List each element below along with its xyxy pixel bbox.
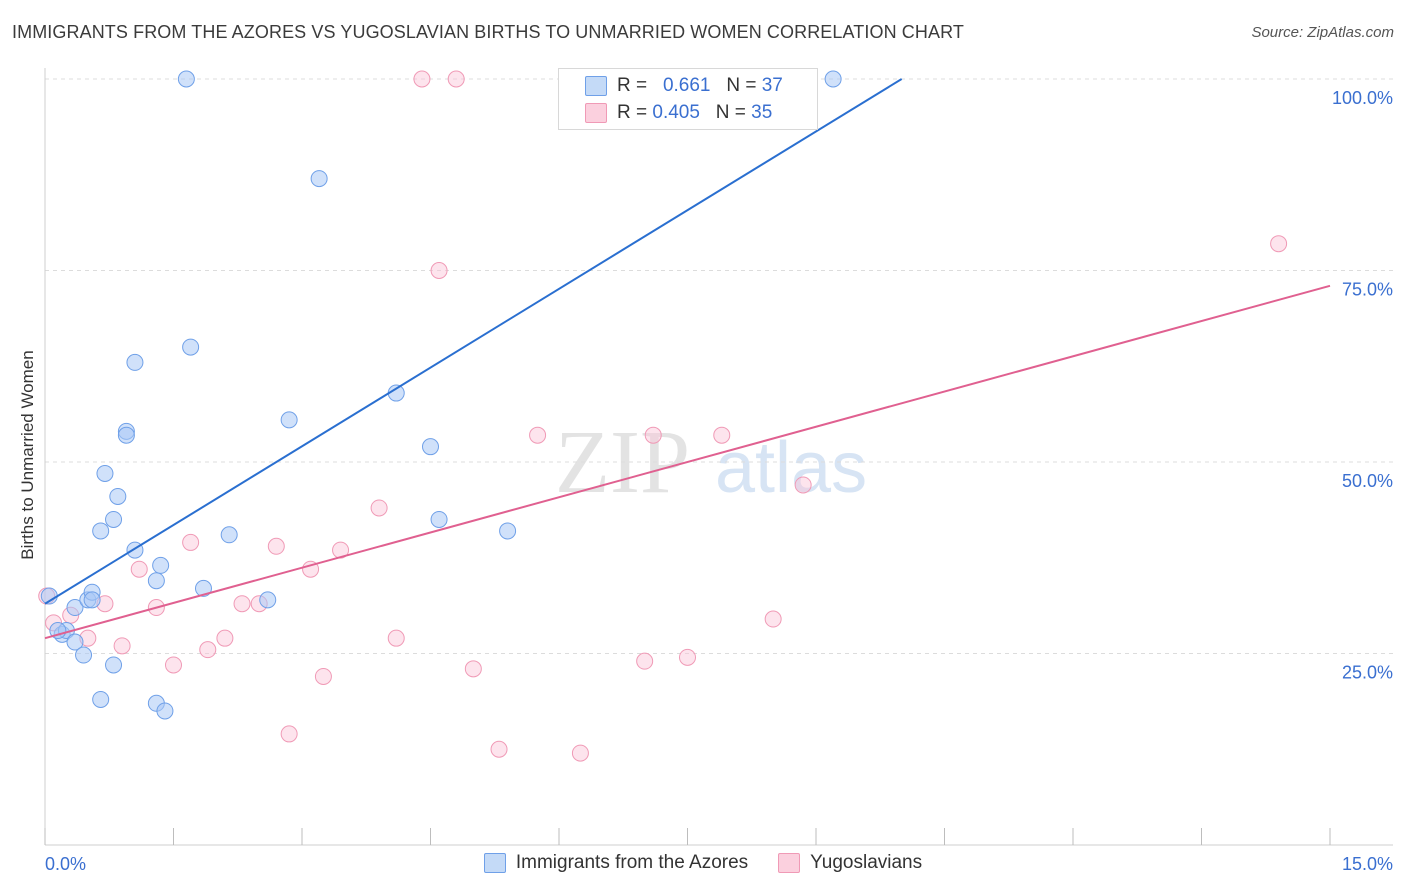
yugoslavian-point [447, 70, 465, 88]
legend-item-yugoslavians: Yugoslavians [778, 852, 922, 874]
yugoslavian-point [764, 610, 782, 628]
yugoslavian-point [199, 641, 217, 659]
yugoslavian-point [280, 725, 298, 743]
azores-point [310, 170, 328, 188]
azores-point [259, 591, 277, 609]
yugoslavian-point [182, 533, 200, 551]
yugoslavian-point [1270, 235, 1288, 253]
azores-point [422, 438, 439, 456]
chart-title: IMMIGRANTS FROM THE AZORES VS YUGOSLAVIA… [12, 22, 964, 42]
azores-point [75, 646, 93, 664]
legend-row-azores: R = 0.661 N = 37 [585, 73, 783, 99]
azores-point [430, 510, 448, 528]
azores-point [152, 556, 170, 574]
yugoslavian-point [130, 560, 148, 578]
yugoslavian-point [413, 70, 431, 88]
azores-point [117, 426, 135, 444]
azores-point [220, 526, 238, 544]
yugoslavian-point [216, 629, 234, 647]
azores-point [92, 522, 110, 540]
azores-point [194, 579, 212, 597]
yugoslavian-point [430, 262, 448, 279]
yugoslavian-trend-line [44, 284, 1331, 640]
yugoslavian-point [529, 426, 547, 444]
yugoslavian-point [679, 648, 696, 666]
azores-point [66, 599, 84, 617]
azores-legend-swatch [483, 853, 506, 873]
legend-r-value: 0.661 [662, 75, 711, 96]
azores-point [92, 690, 110, 708]
azores-point [156, 702, 174, 720]
legend-n-label: N = [715, 102, 746, 123]
azores-point [280, 411, 298, 429]
azores-point [126, 353, 144, 371]
yugoslavian-point [464, 660, 482, 678]
yugoslavian-point [370, 499, 388, 517]
y-tick-label: 25.0% [1342, 663, 1393, 683]
yugoslavian-point [713, 426, 731, 444]
azores-point [66, 633, 84, 651]
yugoslavian-point [113, 637, 131, 655]
legend-n-label: N = [726, 75, 757, 96]
azores-point [83, 591, 101, 609]
yugoslavian-point [490, 740, 508, 758]
azores-trend-line [44, 78, 903, 605]
legend-r-label: R = [617, 75, 648, 96]
yugoslavian-point [636, 652, 654, 670]
azores-point [105, 656, 123, 674]
azores-point [182, 338, 200, 356]
azores-swatch [585, 76, 607, 96]
yugoslavian-point [571, 744, 589, 762]
legend-r-value: 0.405 [652, 102, 700, 123]
yugoslavian-point [644, 426, 662, 444]
y-axis-title: Births to Unmarried Women [18, 350, 37, 560]
yugoslavian-point [794, 476, 812, 494]
azores-point [109, 487, 127, 505]
legend-n-value: 35 [751, 102, 773, 123]
yugoslavians-legend-label: Yugoslavians [810, 852, 923, 873]
x-tick-label: 0.0% [45, 854, 86, 874]
legend-n-value: 37 [761, 75, 783, 96]
azores-point [147, 572, 165, 590]
x-tick-label: 15.0% [1342, 854, 1393, 874]
series-legend: Immigrants from the Azores Yugoslavians [0, 852, 1406, 874]
yugoslavian-point [233, 595, 251, 613]
correlation-legend: R = 0.661 N = 37 R = 0.405 N = 35 [558, 68, 818, 130]
legend-item-azores: Immigrants from the Azores [483, 852, 749, 874]
azores-point [96, 464, 114, 482]
azores-point [177, 70, 195, 88]
legend-row-yugoslavians: R = 0.405 N = 35 [585, 100, 772, 126]
azores-legend-label: Immigrants from the Azores [515, 852, 749, 873]
azores-point [499, 522, 517, 540]
azores-point [824, 70, 842, 88]
yugoslavian-point [387, 629, 405, 647]
yugoslavian-point [267, 537, 285, 555]
y-tick-label: 50.0% [1342, 471, 1393, 491]
y-tick-label: 100.0% [1332, 88, 1393, 108]
yugoslavian-point [314, 667, 332, 685]
yugoslavians-legend-swatch [778, 853, 801, 873]
azores-point [105, 510, 123, 528]
yugoslavians-swatch [585, 103, 607, 123]
legend-r-label: R = [617, 102, 648, 123]
watermark-atlas: atlas [715, 428, 867, 508]
yugoslavian-point [165, 656, 182, 674]
source-label: Source: ZipAtlas.com [1251, 24, 1394, 41]
y-tick-label: 75.0% [1342, 280, 1393, 300]
